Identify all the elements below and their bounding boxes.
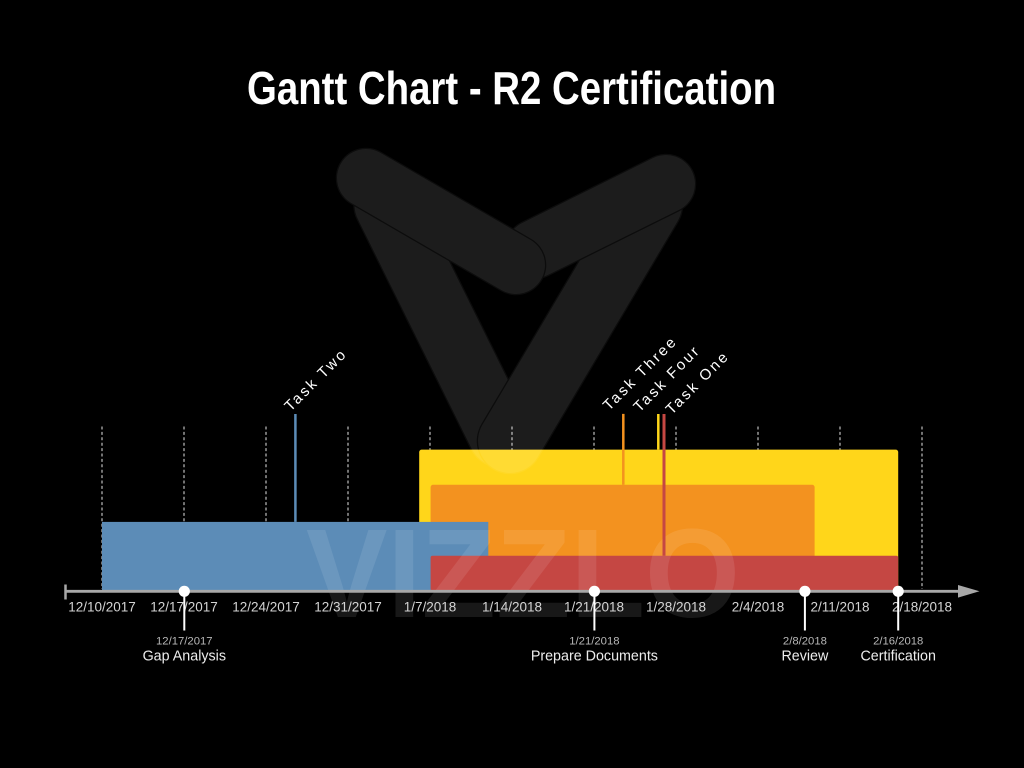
svg-text:2/4/2018: 2/4/2018 xyxy=(732,600,785,615)
svg-text:Review: Review xyxy=(781,648,829,664)
svg-text:1/14/2018: 1/14/2018 xyxy=(482,600,542,615)
svg-text:2/8/2018: 2/8/2018 xyxy=(783,635,827,647)
svg-text:1/7/2018: 1/7/2018 xyxy=(404,600,457,615)
svg-text:Gantt Chart - R2 Certification: Gantt Chart - R2 Certification xyxy=(247,63,776,114)
svg-text:12/10/2017: 12/10/2017 xyxy=(68,600,136,615)
svg-text:1/21/2018: 1/21/2018 xyxy=(569,635,619,647)
svg-text:2/16/2018: 2/16/2018 xyxy=(873,635,923,647)
svg-text:2/18/2018: 2/18/2018 xyxy=(892,600,952,615)
svg-text:2/11/2018: 2/11/2018 xyxy=(810,600,869,615)
svg-text:12/31/2017: 12/31/2017 xyxy=(314,600,382,615)
svg-text:1/28/2018: 1/28/2018 xyxy=(646,600,706,615)
svg-text:Certification: Certification xyxy=(860,648,936,664)
svg-text:12/17/2017: 12/17/2017 xyxy=(156,635,213,647)
svg-text:VIZZLO: VIZZLO xyxy=(306,503,740,644)
svg-text:12/24/2017: 12/24/2017 xyxy=(232,600,300,615)
svg-text:Prepare Documents: Prepare Documents xyxy=(531,648,658,664)
svg-text:Gap Analysis: Gap Analysis xyxy=(143,648,226,664)
